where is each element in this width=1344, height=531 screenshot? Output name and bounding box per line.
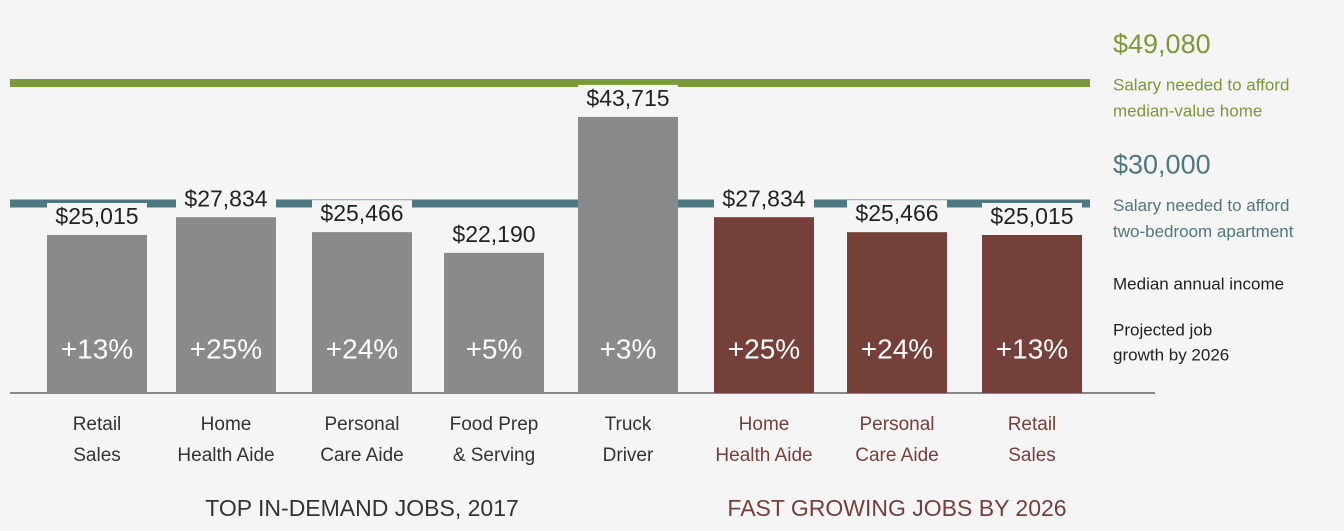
category-label: Sales (73, 445, 121, 466)
value-label: $27,834 (722, 185, 805, 211)
legend-note: Projected job (1113, 320, 1212, 339)
growth-label: +25% (728, 333, 800, 364)
group-title: FAST GROWING JOBS BY 2026 (727, 495, 1066, 521)
category-label: & Serving (453, 445, 535, 466)
value-label-bg (847, 200, 947, 231)
reference-note: two-bedroom apartment (1113, 222, 1294, 241)
category-label: Care Aide (320, 445, 403, 466)
reference-note: median-value home (1113, 101, 1262, 120)
bar (47, 235, 147, 393)
category-label: Driver (603, 445, 654, 466)
legend-note: Median annual income (1113, 274, 1284, 293)
bar (982, 235, 1082, 393)
growth-label: +24% (861, 333, 933, 364)
category-label: Home (739, 414, 790, 435)
group-title: TOP IN-DEMAND JOBS, 2017 (205, 495, 519, 521)
reference-amount: $30,000 (1113, 150, 1211, 180)
growth-label: +25% (190, 333, 262, 364)
category-label: Food Prep (450, 414, 539, 435)
value-label: $25,015 (990, 203, 1073, 229)
bar (176, 217, 276, 393)
value-label-bg (312, 200, 412, 231)
category-label: Health Aide (177, 445, 274, 466)
value-label: $22,190 (452, 221, 535, 247)
category-label: Home (201, 414, 252, 435)
growth-label: +3% (600, 333, 657, 364)
value-label-bg (176, 185, 276, 216)
category-label: Care Aide (855, 445, 938, 466)
category-label: Retail (73, 414, 122, 435)
value-label-bg (982, 203, 1082, 234)
growth-label: +13% (61, 333, 133, 364)
bar (444, 252, 544, 393)
value-label-bg (47, 203, 147, 234)
bar (714, 217, 814, 393)
bar (578, 116, 678, 393)
category-label: Truck (605, 414, 652, 435)
reference-amount: $49,080 (1113, 29, 1211, 59)
value-label-bg (578, 84, 678, 115)
bar (847, 232, 947, 393)
category-label: Health Aide (715, 445, 812, 466)
growth-label: +13% (996, 333, 1068, 364)
category-label: Personal (325, 414, 400, 435)
value-label: $43,715 (586, 85, 669, 111)
value-label-bg (444, 220, 544, 251)
legend-note: growth by 2026 (1113, 345, 1229, 364)
reference-note: Salary needed to afford (1113, 75, 1289, 94)
bar (312, 232, 412, 393)
value-label: $25,466 (855, 200, 938, 226)
value-label-bg (714, 185, 814, 216)
growth-label: +24% (326, 333, 398, 364)
value-label: $25,466 (320, 200, 403, 226)
category-label: Retail (1008, 414, 1057, 435)
value-label: $27,834 (184, 185, 267, 211)
category-label: Personal (860, 414, 935, 435)
growth-label: +5% (466, 333, 523, 364)
value-label: $25,015 (55, 203, 138, 229)
reference-note: Salary needed to afford (1113, 196, 1289, 215)
category-label: Sales (1008, 445, 1056, 466)
